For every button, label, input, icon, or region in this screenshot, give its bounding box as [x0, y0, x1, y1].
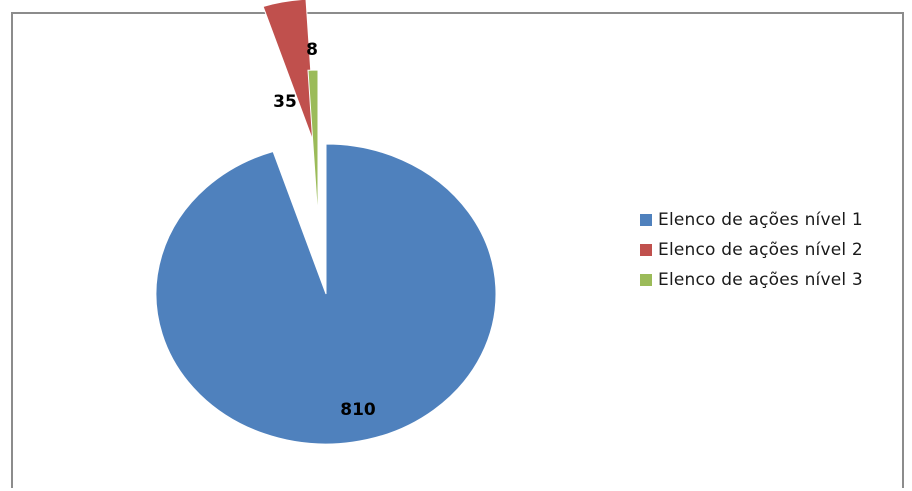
legend: Elenco de ações nível 1 Elenco de ações … [640, 205, 863, 295]
pie-slice-level-3 [307, 69, 319, 221]
data-label-level-1: 810 [340, 400, 376, 420]
legend-swatch-level-3 [640, 274, 652, 286]
pie-slice-level-1 [155, 143, 497, 445]
legend-item-level-1: Elenco de ações nível 1 [640, 205, 863, 235]
legend-swatch-level-2 [640, 244, 652, 256]
pie-slice-level-2 [262, 0, 317, 150]
data-label-level-2: 35 [273, 92, 297, 112]
legend-label-level-2: Elenco de ações nível 2 [658, 240, 863, 260]
legend-item-level-2: Elenco de ações nível 2 [640, 235, 863, 265]
legend-label-level-3: Elenco de ações nível 3 [658, 270, 863, 290]
data-label-level-3: 8 [306, 40, 318, 60]
legend-item-level-3: Elenco de ações nível 3 [640, 265, 863, 295]
legend-label-level-1: Elenco de ações nível 1 [658, 210, 863, 230]
legend-swatch-level-1 [640, 214, 652, 226]
